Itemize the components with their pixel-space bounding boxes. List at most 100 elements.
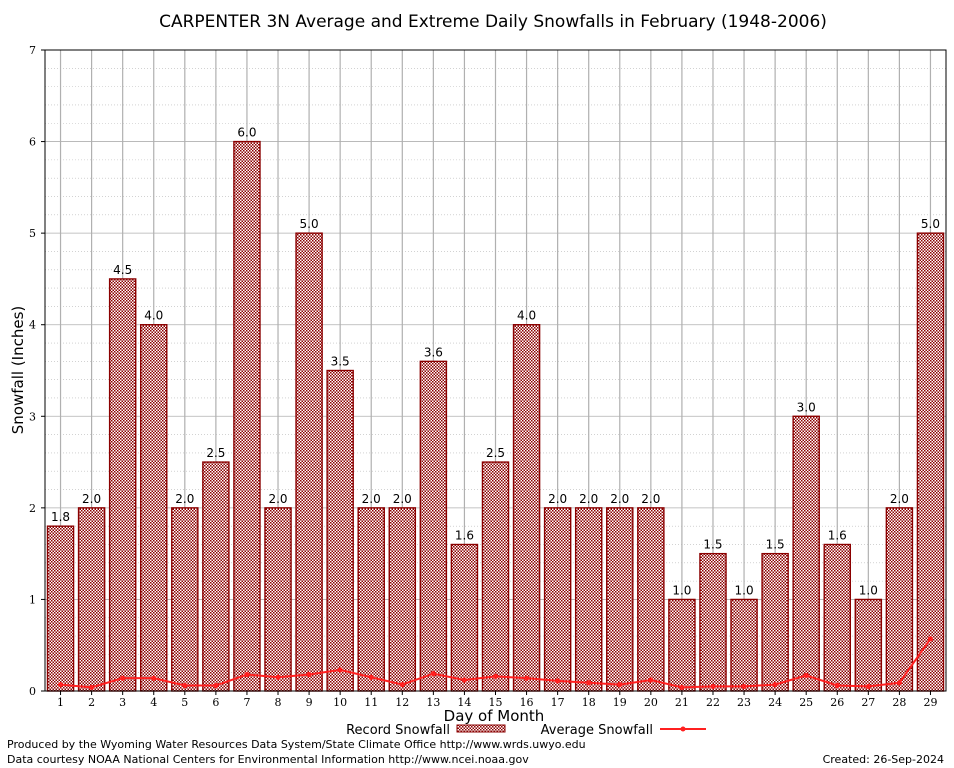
y-axis-ticks: 0 1 2 3 4 5 6 7 bbox=[29, 44, 45, 698]
bar-value-label: 2.0 bbox=[610, 492, 629, 506]
bar bbox=[357, 507, 385, 692]
x-tick-label: 29 bbox=[923, 696, 937, 709]
x-tick-label: 23 bbox=[737, 696, 751, 709]
bar bbox=[637, 507, 665, 692]
bar bbox=[388, 507, 417, 692]
average-point bbox=[430, 671, 436, 677]
x-tick-label: 7 bbox=[243, 696, 250, 709]
footer-data-source: Data courtesy NOAA National Centers for … bbox=[7, 753, 529, 766]
x-tick-label: 16 bbox=[520, 696, 534, 709]
bar bbox=[761, 552, 789, 692]
y-tick-label: 6 bbox=[29, 136, 36, 149]
x-tick-label: 14 bbox=[457, 696, 471, 709]
legend-swatch-record bbox=[456, 724, 506, 733]
legend-marker-average bbox=[680, 726, 686, 732]
bar bbox=[233, 140, 261, 692]
value-labels: 1.8 2.0 4.5 4.0 2.0 2.5 6.0 2.0 5.0 3.5 2.0 2.0 3.6 1… bbox=[51, 126, 940, 598]
bar bbox=[450, 543, 479, 692]
bar-value-label: 2.0 bbox=[362, 492, 381, 506]
bar bbox=[854, 598, 883, 692]
bar-value-label: 1.6 bbox=[455, 528, 474, 542]
x-tick-label: 22 bbox=[706, 696, 720, 709]
bar bbox=[481, 461, 510, 692]
y-tick-label: 3 bbox=[29, 410, 36, 423]
y-tick-label: 5 bbox=[29, 227, 36, 240]
x-tick-label: 8 bbox=[275, 696, 282, 709]
bar bbox=[46, 525, 75, 692]
average-point bbox=[648, 677, 654, 683]
average-point bbox=[461, 677, 468, 683]
average-point bbox=[896, 680, 902, 686]
average-point bbox=[89, 684, 95, 690]
bar-value-label: 2.0 bbox=[548, 492, 567, 506]
footer-created-date: Created: 26-Sep-2024 bbox=[823, 753, 944, 766]
average-point bbox=[213, 682, 219, 689]
legend-label-average: Average Snowfall bbox=[541, 723, 653, 738]
x-tick-label: 5 bbox=[181, 696, 188, 709]
x-tick-label: 2 bbox=[88, 696, 95, 709]
x-tick-label: 20 bbox=[644, 696, 658, 709]
bar-value-label: 2.5 bbox=[206, 446, 225, 460]
bar bbox=[730, 598, 758, 692]
bar bbox=[885, 507, 914, 692]
x-tick-label: 25 bbox=[799, 696, 813, 709]
x-tick-label: 3 bbox=[119, 696, 126, 709]
average-point bbox=[555, 678, 561, 684]
y-tick-label: 2 bbox=[29, 502, 36, 515]
x-tick-label: 11 bbox=[364, 696, 378, 709]
legend-label-record: Record Snowfall bbox=[346, 723, 450, 738]
average-point bbox=[368, 674, 374, 680]
x-tick-label: 26 bbox=[830, 696, 844, 709]
bar bbox=[916, 232, 945, 692]
bar bbox=[606, 507, 634, 692]
average-point bbox=[834, 682, 840, 689]
average-point bbox=[523, 675, 530, 681]
bar-value-label: 4.0 bbox=[517, 309, 536, 323]
bar-value-label: 3.6 bbox=[424, 345, 443, 359]
bar-series bbox=[46, 140, 945, 692]
y-tick-label: 4 bbox=[29, 319, 36, 332]
average-point bbox=[492, 673, 499, 679]
y-tick-label: 7 bbox=[29, 44, 36, 57]
bar bbox=[326, 369, 354, 692]
average-point bbox=[182, 682, 188, 689]
y-tick-label: 0 bbox=[29, 685, 36, 698]
x-tick-label: 18 bbox=[582, 696, 596, 709]
bar-value-label: 2.0 bbox=[641, 492, 660, 506]
bar bbox=[792, 415, 820, 692]
bar bbox=[139, 324, 168, 692]
x-tick-label: 19 bbox=[613, 696, 627, 709]
x-tick-label: 24 bbox=[768, 696, 782, 709]
x-tick-label: 12 bbox=[395, 696, 409, 709]
x-tick-label: 13 bbox=[426, 696, 440, 709]
average-point bbox=[772, 681, 778, 688]
footer-producer: Produced by the Wyoming Water Resources … bbox=[7, 738, 586, 751]
average-point bbox=[120, 675, 126, 681]
bar-value-label: 5.0 bbox=[300, 217, 319, 231]
x-tick-label: 10 bbox=[333, 696, 347, 709]
x-tick-label: 15 bbox=[489, 696, 503, 709]
average-point bbox=[151, 675, 157, 681]
y-axis-label: Snowfall (Inches) bbox=[9, 306, 27, 434]
average-point bbox=[57, 681, 64, 688]
bar bbox=[699, 552, 727, 692]
x-axis-label: Day of Month bbox=[444, 707, 545, 725]
bar-value-label: 3.0 bbox=[797, 400, 816, 414]
bar-value-label: 1.5 bbox=[703, 538, 722, 552]
x-tick-label: 21 bbox=[675, 696, 689, 709]
bar-value-label: 2.5 bbox=[486, 446, 505, 460]
x-tick-label: 28 bbox=[892, 696, 906, 709]
bar-value-label: 4.0 bbox=[144, 309, 163, 323]
bar bbox=[574, 507, 603, 692]
bar bbox=[171, 507, 199, 692]
bar-value-label: 1.6 bbox=[828, 528, 847, 542]
average-point bbox=[679, 684, 685, 690]
legend: Record Snowfall Average Snowfall bbox=[346, 723, 706, 738]
bar bbox=[543, 507, 572, 692]
average-point bbox=[865, 683, 871, 690]
average-point bbox=[275, 674, 281, 680]
bar-value-label: 2.0 bbox=[82, 492, 101, 506]
bar-value-label: 1.8 bbox=[51, 510, 70, 524]
average-point bbox=[586, 680, 592, 686]
